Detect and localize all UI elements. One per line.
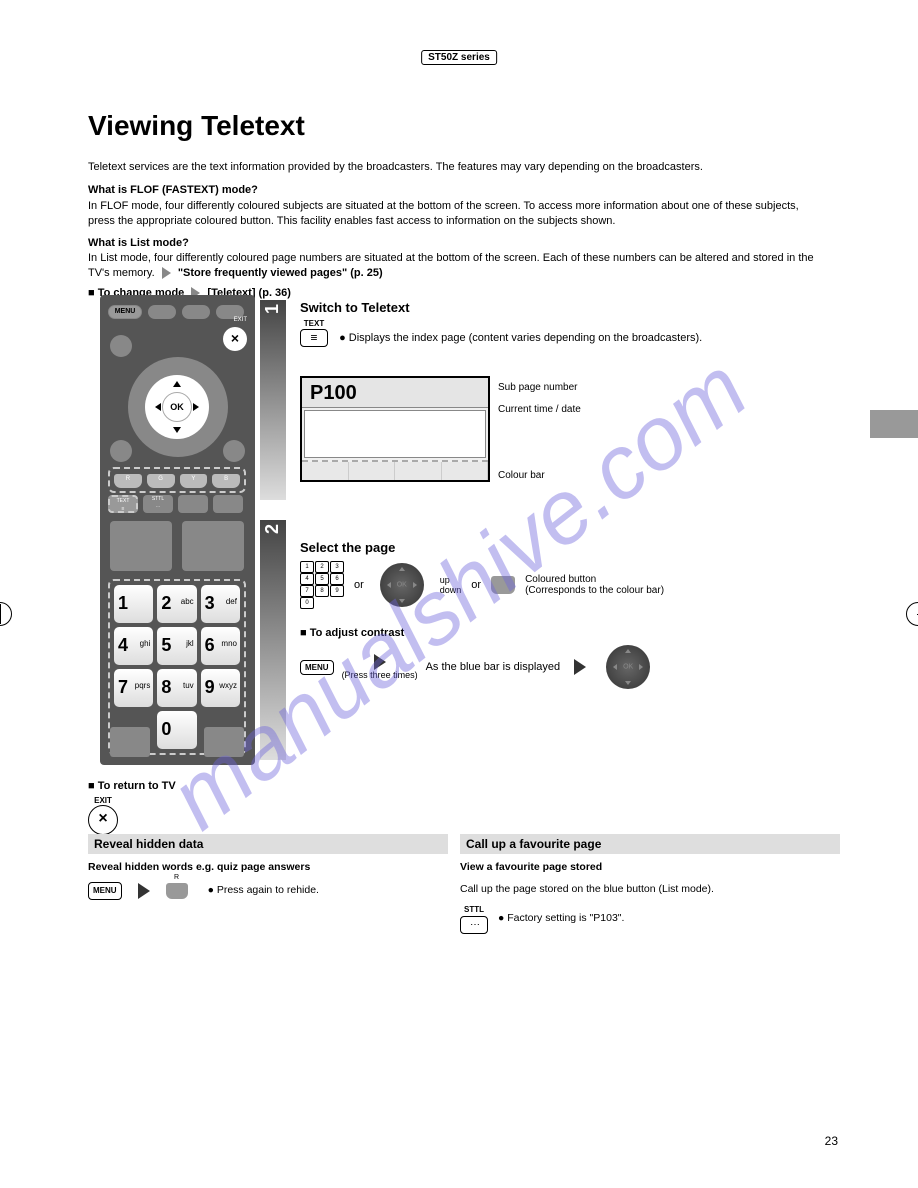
intro-q1: What is FLOF (FASTEXT) mode?: [88, 184, 258, 196]
ttx-body: [304, 410, 486, 458]
text-btn-label: TEXT: [300, 319, 328, 328]
remote-menu-btn: MENU: [108, 305, 142, 319]
step2-colour: Coloured button: [525, 574, 596, 585]
ttx-colour-bar: [302, 460, 488, 480]
gradient-bar-1: 1: [260, 300, 286, 500]
intro-line1: Teletext services are the text informati…: [88, 160, 828, 175]
crop-mark-right: [906, 602, 918, 626]
page-title: Viewing Teletext: [88, 110, 305, 142]
intro-a1: In FLOF mode, four differently coloured …: [88, 199, 828, 230]
page-number: 23: [825, 1134, 838, 1148]
sec-right-line1: Call up the page stored on the blue butt…: [460, 882, 840, 898]
intro-store-ref: "Store frequently viewed pages" (p. 25): [178, 267, 383, 279]
grey-key-icon: [491, 576, 515, 594]
ttx-annot-subpage: Sub page number: [498, 382, 578, 393]
sttl-label: STTL: [460, 904, 488, 916]
exit-button-icon: ×: [88, 805, 118, 835]
intro-q2: What is List mode?: [88, 237, 189, 249]
remote-text-sttl-row: TEXT≡ STTL⋯: [108, 495, 246, 513]
text-button-icon: [300, 329, 328, 347]
menu-button-icon: MENU: [300, 660, 334, 675]
step2-title: Select the page: [300, 540, 820, 555]
ttx-annot-colourbar: Colour bar: [498, 470, 545, 481]
ok-pad-icon: [380, 563, 424, 607]
mini-keypad-icon: 123 456 789 0: [300, 561, 344, 609]
remote-circle-btn: [110, 335, 132, 357]
remote-colour-row: RGYB: [108, 467, 246, 493]
step1-block: Switch to Teletext TEXT ● Displays the i…: [300, 300, 820, 347]
exit-label: EXIT: [88, 796, 118, 805]
step2-adjust-text: As the blue bar is displayed: [426, 661, 561, 673]
step2-colour2: (Corresponds to the colour bar): [525, 585, 664, 596]
sec-right-sub: View a favourite page stored: [460, 861, 602, 873]
arrow-icon: [374, 654, 386, 670]
series-tag: ST50Z series: [421, 50, 497, 65]
exit-text: To return to TV: [98, 780, 176, 792]
section-reveal-hidden: Reveal hidden data Reveal hidden words e…: [88, 834, 448, 906]
teletext-screen: P100: [300, 376, 490, 482]
ttx-page-number: P100: [302, 378, 488, 408]
sec-right-header: Call up a favourite page: [460, 834, 840, 854]
side-tab: [870, 410, 918, 438]
red-key-icon: [166, 883, 188, 899]
step2-adjust-lead: To adjust contrast: [310, 627, 405, 639]
gradient-bar-2: 2: [260, 520, 286, 760]
remote-dpad-inner: OK: [145, 375, 209, 439]
arrow-icon: [162, 267, 171, 279]
remote-circle-btn: [110, 440, 132, 462]
remote-top-row: [148, 305, 244, 319]
ttx-annot-time: Current time / date: [498, 404, 581, 415]
ok-pad-icon: [606, 645, 650, 689]
step1-title: Switch to Teletext: [300, 300, 820, 315]
crop-mark-left: [0, 602, 12, 626]
sec-left-bul: Press again to rehide.: [217, 884, 319, 896]
step1-bul1: ● Displays the index page (content varie…: [339, 332, 702, 344]
remote-mid-blocks: [110, 521, 244, 571]
arrow-icon: [138, 883, 150, 899]
step2-block: Select the page 123 456 789 0 or updown …: [300, 540, 820, 689]
remote-bottom-blocks: [110, 727, 244, 757]
remote-exit-label: EXIT: [234, 317, 247, 323]
sec-left-sub: Reveal hidden words e.g. quiz page answe…: [88, 861, 310, 873]
step2-or1: or: [354, 579, 364, 591]
intro-block: Teletext services are the text informati…: [88, 160, 828, 301]
sec-left-header: Reveal hidden data: [88, 834, 448, 854]
remote-circle-btn: [223, 440, 245, 462]
menu-button-icon: MENU: [88, 882, 122, 900]
remote-exit-btn: ×: [223, 327, 247, 351]
sttl-button-icon: [460, 916, 488, 934]
step2-or2: or: [471, 579, 481, 591]
arrow-icon: [574, 659, 586, 675]
exit-section: ■ To return to TV EXIT ×: [88, 780, 176, 835]
remote-ok-btn: OK: [162, 392, 192, 422]
remote-illustration: MENU EXIT × OK RGYB TEXT≡ STTL⋯ 1 2abc 3…: [100, 295, 255, 765]
step2-press3: (Press three times): [342, 670, 418, 680]
section-favourite-page: Call up a favourite page View a favourit…: [460, 834, 840, 940]
sec-right-bul: Factory setting is "P103".: [507, 912, 624, 924]
